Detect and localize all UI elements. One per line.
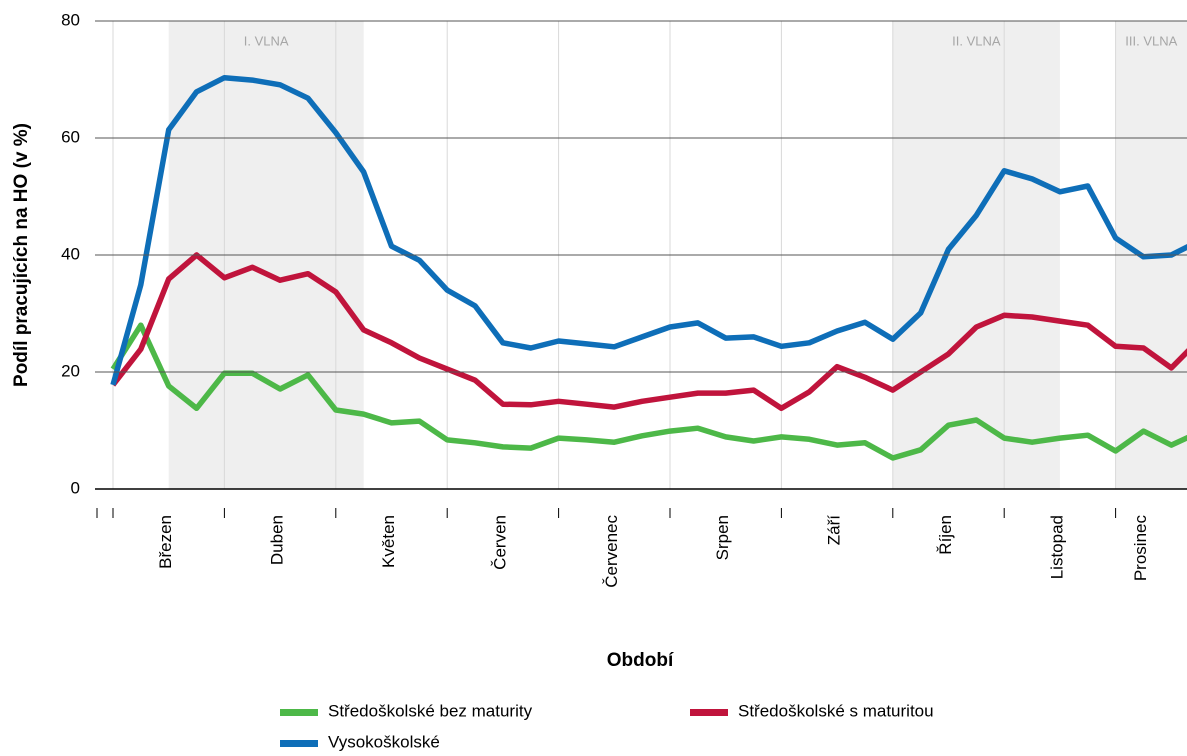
y-tick-label: 80 — [61, 10, 80, 29]
y-tick-label: 60 — [61, 127, 80, 146]
wave-label: I. VLNA — [244, 33, 289, 48]
x-tick-label: Červenec — [602, 515, 621, 588]
series-line — [110, 252, 1187, 412]
y-tick-label: 0 — [71, 478, 80, 497]
x-axis-title: Období — [607, 650, 674, 671]
legend-label: Středoškolské s maturitou — [738, 701, 934, 720]
legend-label: Vysokoškolské — [328, 732, 440, 751]
x-tick-label: Březen — [156, 515, 175, 569]
x-tick-label: Srpen — [713, 515, 732, 560]
y-axis-title: Podíl pracujících na HO (v %) — [11, 123, 32, 387]
x-tick-label: Květen — [379, 515, 398, 568]
y-tick-label: 20 — [61, 361, 80, 380]
series-line — [110, 322, 1187, 461]
legend-swatch — [280, 740, 318, 747]
wave-label: II. VLNA — [952, 33, 1001, 48]
x-tick-label: Červen — [490, 515, 509, 570]
wave-label: III. VLNA — [1125, 33, 1177, 48]
x-tick-label: Duben — [268, 515, 287, 565]
x-tick-label: Říjen — [936, 515, 955, 555]
legend-swatch — [280, 709, 318, 716]
x-tick-label: Prosinec — [1131, 515, 1150, 582]
series-line — [110, 74, 1187, 386]
x-tick-label: Září — [825, 515, 844, 546]
legend-label: Středoškolské bez maturity — [328, 701, 533, 720]
x-tick-label: Listopad — [1047, 515, 1066, 579]
y-tick-label: 40 — [61, 244, 80, 263]
legend-swatch — [690, 709, 728, 716]
